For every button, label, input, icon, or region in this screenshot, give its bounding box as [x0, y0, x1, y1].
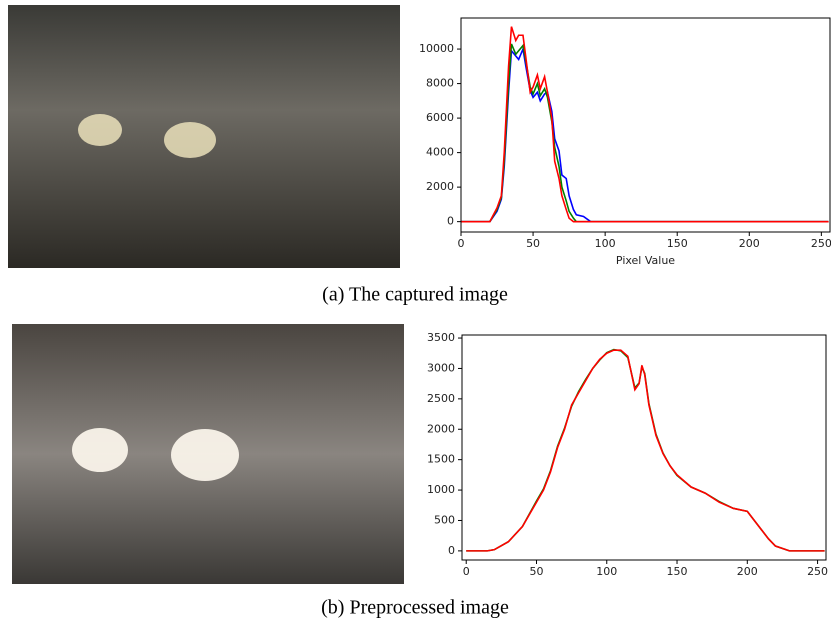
- y-tick-label: 2500: [427, 392, 455, 405]
- photo-detail: [171, 429, 239, 481]
- y-tick-label: 10000: [419, 42, 454, 55]
- y-tick-label: 2000: [427, 422, 455, 435]
- y-tick-label: 3000: [427, 361, 455, 374]
- series-line: [461, 46, 829, 223]
- y-tick-label: 8000: [426, 77, 454, 90]
- x-tick-label: 100: [596, 565, 617, 578]
- caption: (b) Preprocessed image: [321, 597, 509, 619]
- y-tick-label: 2000: [426, 180, 454, 193]
- y-tick-label: 1000: [427, 483, 455, 496]
- x-tick-label: 50: [529, 565, 543, 578]
- y-tick-label: 4000: [426, 146, 454, 159]
- x-tick-label: 150: [667, 237, 688, 250]
- x-tick-label: 250: [807, 565, 828, 578]
- x-tick-label: 200: [737, 565, 758, 578]
- y-tick-label: 6000: [426, 111, 454, 124]
- x-tick-label: 0: [463, 565, 470, 578]
- y-tick-label: 0: [448, 544, 455, 557]
- caption: (a) The captured image: [322, 284, 508, 306]
- y-tick-label: 3500: [427, 331, 455, 344]
- y-tick-label: 1500: [427, 453, 455, 466]
- y-tick-label: 500: [434, 513, 455, 526]
- plot-frame: [461, 334, 827, 561]
- x-tick-label: 0: [458, 237, 465, 250]
- x-tick-label: 100: [595, 237, 616, 250]
- x-tick-label: 150: [667, 565, 688, 578]
- y-tick-label: 0: [447, 215, 454, 228]
- plot-frame: [460, 17, 831, 233]
- series-line: [461, 26, 829, 223]
- series-line: [466, 349, 825, 552]
- photo-detail: [72, 428, 128, 472]
- series-line: [461, 43, 829, 223]
- x-axis-label: Pixel Value: [616, 254, 675, 267]
- photo-detail: [164, 122, 216, 158]
- x-tick-label: 50: [526, 237, 540, 250]
- x-tick-label: 250: [811, 237, 831, 250]
- photo-detail: [78, 114, 122, 146]
- x-tick-label: 200: [739, 237, 760, 250]
